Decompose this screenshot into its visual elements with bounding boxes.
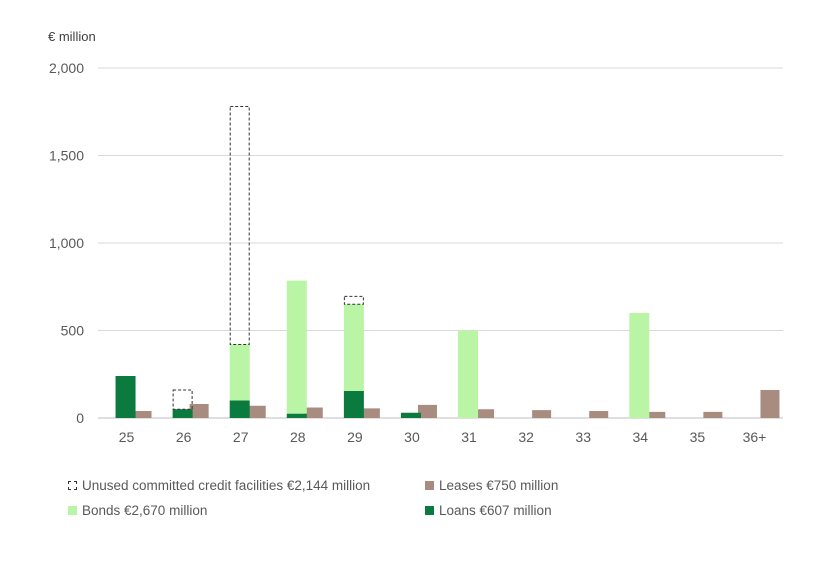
legend-swatch-unused [68,481,77,490]
legend-item-leases: Leases €750 million [425,478,558,493]
legend-label-leases: Leases €750 million [439,478,559,493]
bar-bonds [286,280,307,414]
bar-unused [229,106,250,345]
legend-label-loans: Loans €607 million [439,503,552,518]
bar-leases [589,411,609,418]
legend-label-bonds: Bonds €2,670 million [82,503,208,518]
legend: Unused committed credit facilities €2,14… [68,474,788,534]
x-tick-label: 31 [461,429,477,445]
bar-loans [115,376,136,418]
bar-leases [360,408,380,418]
y-axis-title: € million [48,29,96,44]
x-tick-labels: 25 26 27 28 29 30 31 32 33 34 35 36+ [119,429,767,445]
x-tick-label: 34 [633,429,649,445]
bar-loans [229,400,250,418]
bar-unused [343,295,364,305]
x-tick-label: 30 [404,429,420,445]
x-tick-label: 28 [290,429,306,445]
y-tick-label: 0 [76,410,84,426]
legend-item-unused: Unused committed credit facilities €2,14… [68,478,370,493]
legend-item-bonds: Bonds €2,670 million [68,503,207,518]
x-tick-label: 32 [518,429,534,445]
y-tick-labels: 0 500 1,000 1,500 2,000 [49,60,84,426]
bar-leases [475,409,495,418]
bar-bonds [229,344,250,401]
bars [115,106,780,418]
bar-leases [760,390,780,418]
legend-item-loans: Loans €607 million [425,503,552,518]
bar-loans [343,390,364,418]
bar-bonds [343,304,364,391]
legend-swatch-loans [425,506,434,515]
bar-loans [172,409,193,418]
bar-bonds [458,330,479,418]
bar-bonds [629,313,650,418]
x-tick-label: 36+ [743,429,767,445]
gridlines [98,67,783,419]
bar-leases [246,405,266,418]
x-tick-label: 29 [347,429,363,445]
bar-leases [703,411,723,418]
bar-leases [132,411,152,418]
legend-swatch-leases [425,481,434,490]
bar-leases [189,404,209,418]
legend-label-unused: Unused committed credit facilities €2,14… [82,478,371,493]
x-tick-label: 26 [176,429,192,445]
y-tick-label: 1,000 [49,235,84,251]
x-tick-label: 33 [575,429,591,445]
legend-swatch-bonds [68,506,77,515]
bar-leases [532,410,552,418]
bar-loans [400,412,421,418]
bar-leases [303,407,323,418]
y-tick-label: 500 [61,323,85,339]
bar-loans [286,413,307,418]
x-tick-label: 35 [690,429,706,445]
y-tick-label: 2,000 [49,60,84,76]
y-tick-label: 1,500 [49,148,84,164]
x-tick-label: 27 [233,429,249,445]
bar-leases [417,404,437,418]
bar-leases [646,411,666,418]
bar-unused [172,389,193,410]
x-tick-label: 25 [119,429,135,445]
